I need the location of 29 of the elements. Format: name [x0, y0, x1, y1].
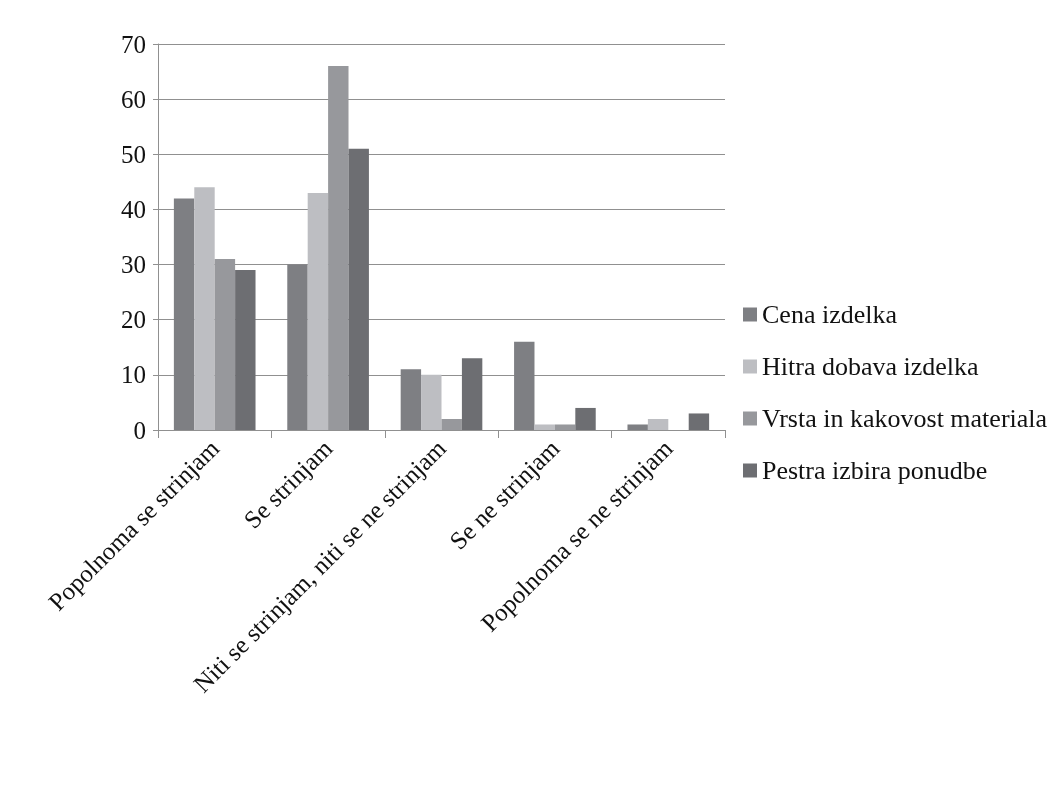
bar	[441, 418, 462, 430]
bar	[421, 374, 442, 430]
y-tick-label: 50	[121, 140, 146, 168]
bar	[534, 424, 555, 430]
bar	[688, 413, 710, 430]
legend-label: Cena izdelka	[762, 300, 898, 329]
bar	[235, 270, 256, 430]
y-tick-label: 10	[121, 361, 146, 389]
y-tick-label: 70	[121, 30, 146, 58]
bar	[514, 341, 535, 430]
bar	[194, 187, 215, 430]
y-tick-label: 60	[121, 85, 146, 113]
bar	[307, 192, 329, 430]
legend-label: Vrsta in kakovost materiala	[762, 404, 1048, 433]
bar	[575, 407, 596, 430]
y-tick-label: 30	[121, 251, 146, 279]
legend-label: Hitra dobava izdelka	[762, 352, 980, 381]
bar	[627, 424, 648, 430]
y-tick-label: 40	[121, 195, 146, 223]
legend-label: Pestra izbira ponudbe	[762, 456, 988, 485]
bar	[461, 358, 483, 430]
bar	[400, 369, 422, 430]
y-tick-label: 20	[121, 306, 146, 334]
bar	[287, 264, 308, 430]
bar	[647, 418, 669, 430]
bar	[348, 148, 369, 430]
y-tick-label: 0	[133, 416, 146, 444]
bar	[173, 198, 195, 430]
bar	[554, 424, 576, 430]
